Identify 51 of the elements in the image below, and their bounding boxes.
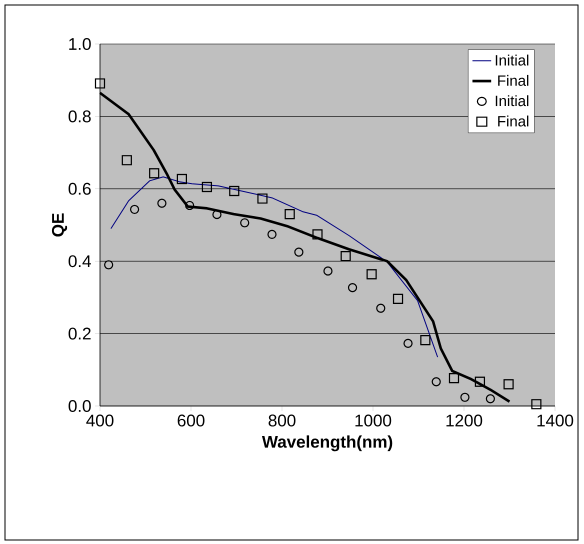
- point: [122, 155, 132, 166]
- point: [474, 376, 486, 387]
- point: [340, 251, 351, 262]
- point: [202, 182, 212, 192]
- point: [257, 193, 268, 204]
- point: [176, 174, 187, 184]
- point: [366, 269, 377, 280]
- x-tick-label: 800: [268, 414, 296, 427]
- x-tick-label: 600: [178, 414, 204, 427]
- point: [486, 394, 495, 404]
- point: [267, 230, 277, 240]
- legend-label: Initial: [496, 54, 528, 66]
- x-tick-label: 400: [86, 414, 114, 427]
- legend-label: Final: [498, 74, 528, 86]
- point: [531, 399, 542, 410]
- point: [284, 209, 295, 220]
- legend-label: Final: [498, 116, 528, 127]
- point: [312, 229, 323, 240]
- point: [185, 200, 194, 210]
- point: [460, 392, 470, 402]
- point: [94, 78, 106, 89]
- x-tick-label: 1200: [446, 414, 482, 427]
- point: [212, 210, 222, 220]
- point: [403, 338, 413, 348]
- x-tick-label: 1000: [355, 414, 392, 427]
- point: [348, 283, 358, 292]
- point: [392, 294, 404, 304]
- point: [130, 204, 140, 214]
- y-tick-label: 1.0: [69, 38, 91, 50]
- point: [229, 186, 240, 196]
- point: [376, 304, 386, 313]
- point: [240, 218, 250, 228]
- x-tick-label: 1400: [537, 414, 574, 427]
- point: [432, 377, 441, 386]
- point: [104, 260, 114, 270]
- point: [420, 335, 430, 346]
- point: [149, 168, 160, 178]
- y-tick-label: 0.0: [68, 400, 91, 412]
- point: [448, 373, 460, 384]
- y-tick-label: 0.8: [68, 110, 91, 122]
- y-axis-title: QE: [52, 213, 68, 237]
- point: [294, 248, 304, 257]
- y-tick-label: 0.4: [68, 255, 91, 268]
- point: [323, 266, 333, 276]
- line-series: [110, 176, 438, 358]
- point: [504, 379, 514, 390]
- point: [157, 198, 166, 208]
- y-tick-label: 0.6: [68, 182, 91, 195]
- x-axis-title: Wavelength(nm): [262, 435, 392, 452]
- legend-label: Initial: [496, 95, 528, 106]
- y-tick-label: 0.2: [68, 328, 91, 340]
